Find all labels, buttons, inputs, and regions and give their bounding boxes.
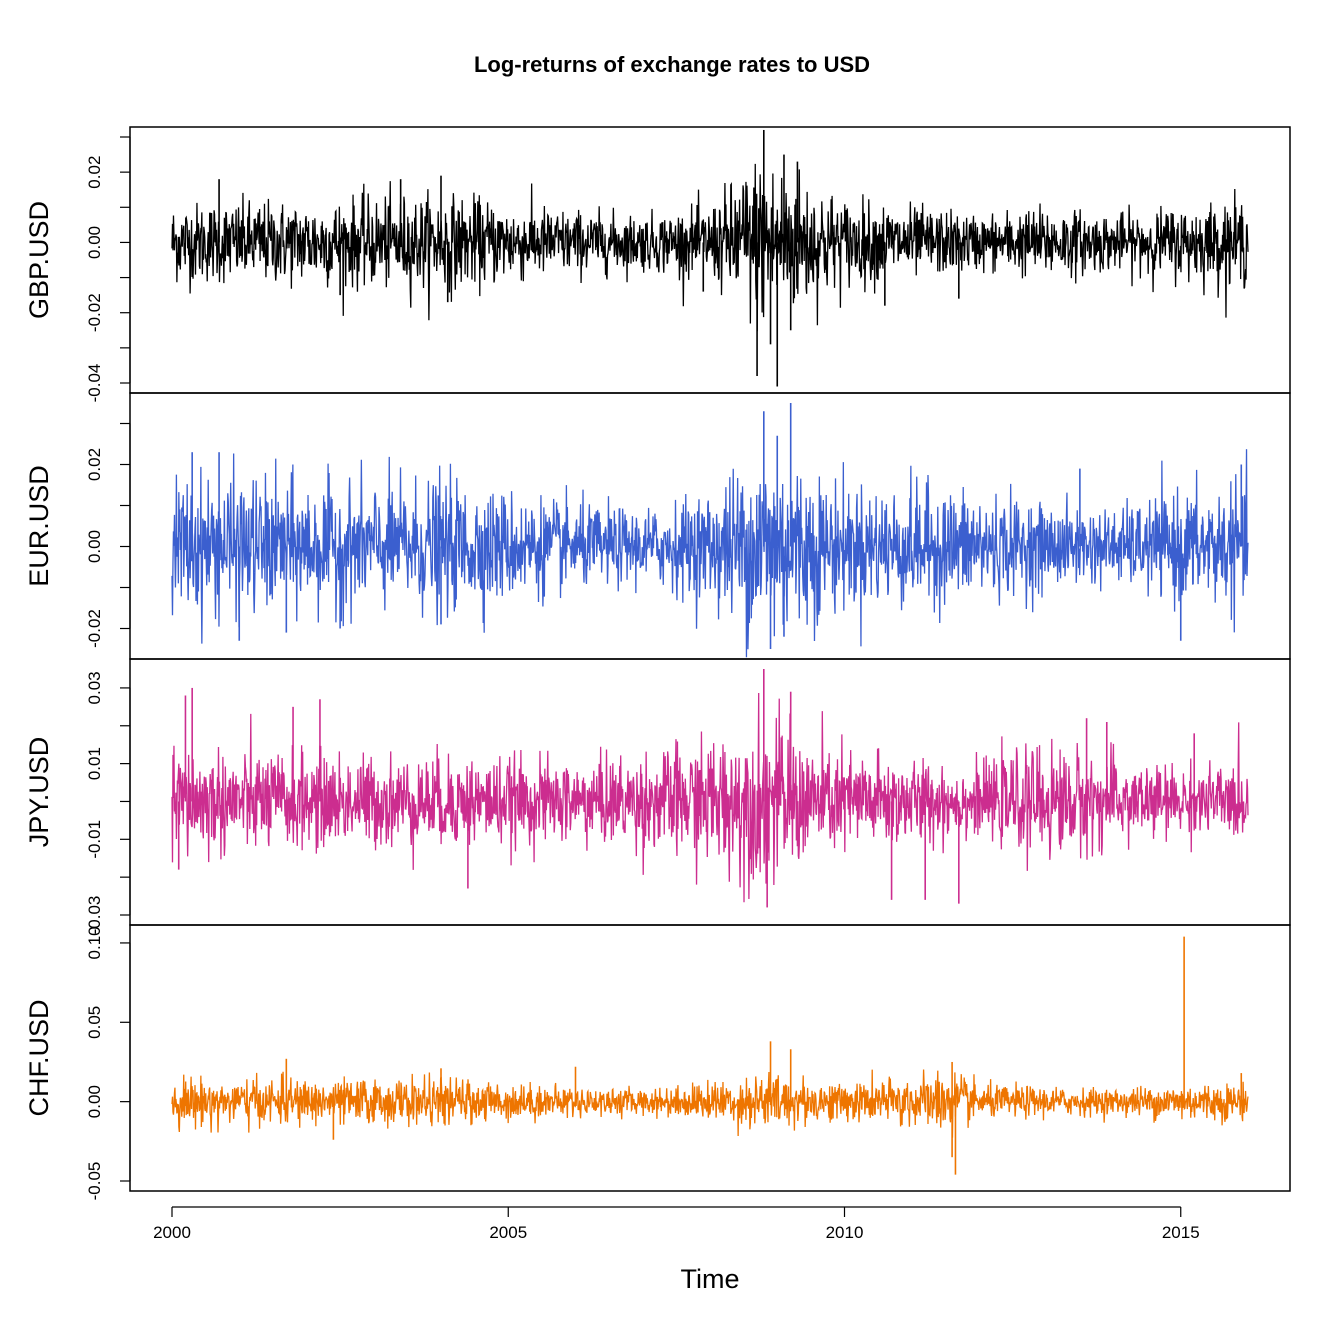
- y-tick-label: -0.05: [85, 1162, 104, 1201]
- x-tick-label: 2005: [489, 1223, 527, 1242]
- series-line: [171, 163, 1249, 332]
- y-axis-label: JPY.USD: [24, 737, 54, 848]
- series-line: [171, 1069, 1249, 1138]
- x-axis-label: Time: [681, 1264, 740, 1294]
- y-tick-label: 0.02: [85, 448, 104, 481]
- y-tick-label: 0.00: [85, 226, 104, 259]
- y-tick-label: 0.10: [85, 926, 104, 959]
- y-axis-label: EUR.USD: [24, 465, 54, 587]
- y-tick-label: 0.02: [85, 156, 104, 189]
- y-tick-label: -0.02: [85, 609, 104, 648]
- panel-chf-usd: -0.05 0.00 0.05 0.10 CHF.USD: [24, 924, 1291, 1201]
- panels: -0.04 -0.02 0.00 0.02 GBP.USD -0.02 0.00 0.02 EU…: [24, 126, 1291, 1201]
- series-line: [171, 692, 1249, 903]
- y-tick-label: -0.02: [85, 293, 104, 332]
- chart-title: Log-returns of exchange rates to USD: [474, 52, 870, 77]
- y-axis-label: CHF.USD: [24, 999, 54, 1116]
- y-tick-label: -0.01: [85, 820, 104, 859]
- y-tick-label: 0.05: [85, 1006, 104, 1039]
- x-tick-label: 2010: [826, 1223, 864, 1242]
- y-tick-label: -0.03: [85, 896, 104, 935]
- series-line: [171, 449, 1249, 658]
- x-axis: 2000 2005 2010 2015: [153, 1206, 1200, 1242]
- panel-gbp-usd: -0.04 -0.02 0.00 0.02 GBP.USD: [24, 126, 1291, 403]
- x-tick-label: 2015: [1162, 1223, 1200, 1242]
- y-tick-label: -0.04: [85, 364, 104, 403]
- x-tick-label: 2000: [153, 1223, 191, 1242]
- y-tick-label: 0.01: [85, 747, 104, 780]
- y-tick-label: 0.03: [85, 671, 104, 704]
- y-axis-label: GBP.USD: [24, 201, 54, 319]
- y-tick-label: 0.00: [85, 1085, 104, 1118]
- y-tick-label: 0.00: [85, 530, 104, 563]
- panel-jpy-usd: -0.03 -0.01 0.01 0.03 JPY.USD: [24, 658, 1291, 935]
